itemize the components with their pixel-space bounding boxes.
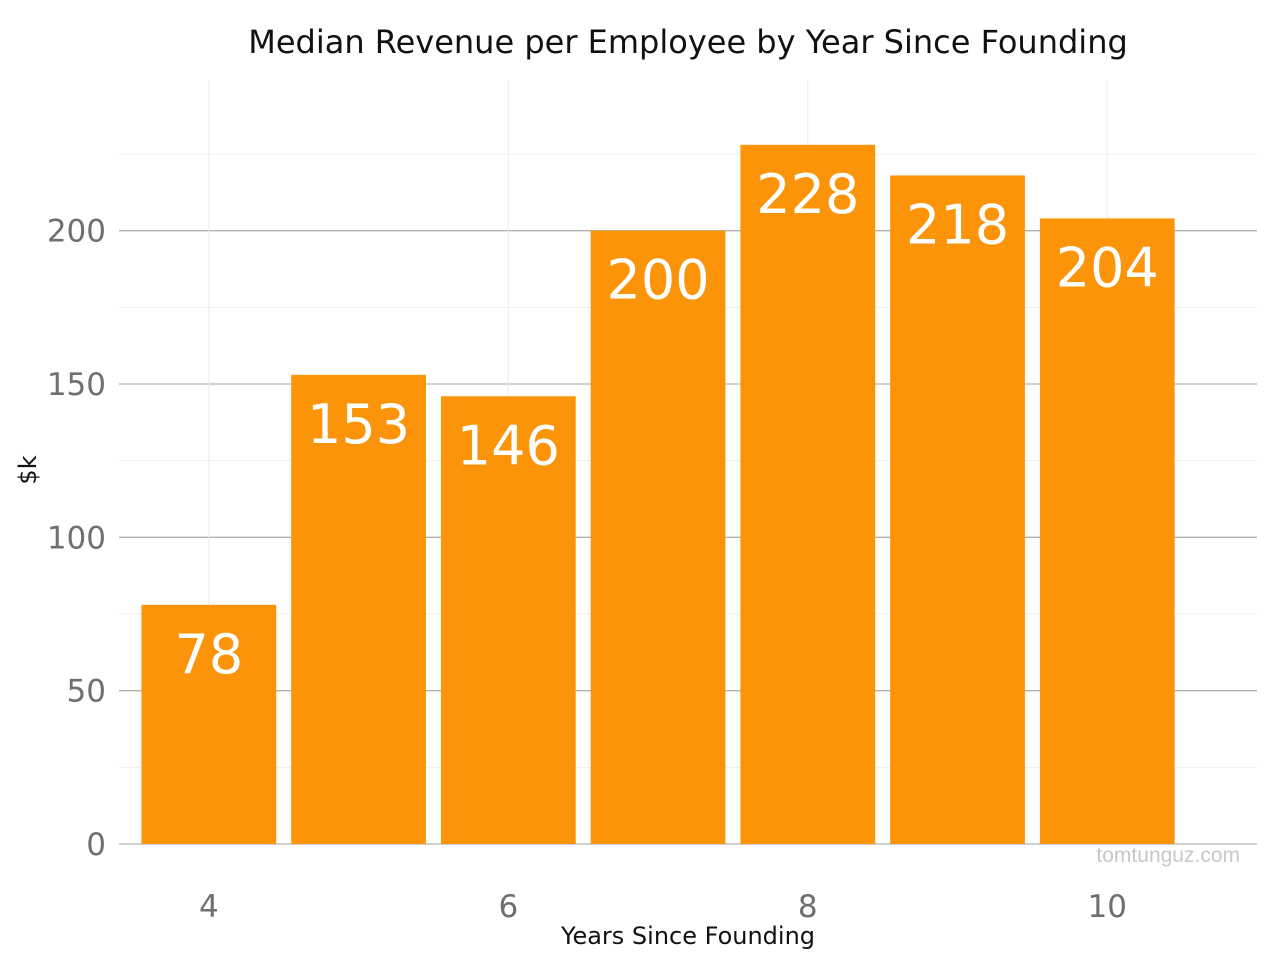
data-labels: 78 153 146 200 228 218 204 (174, 163, 1158, 686)
chart-title: Median Revenue per Employee by Year Sinc… (248, 23, 1128, 61)
y-tick-label: 0 (86, 827, 106, 863)
data-label: 218 (906, 193, 1009, 256)
x-tick-label: 8 (798, 889, 818, 925)
bar (291, 374, 426, 844)
bars (141, 144, 1175, 845)
data-label: 153 (307, 393, 410, 456)
data-label: 200 (607, 249, 710, 312)
tick-labels: 0 50 100 150 200 4 6 8 10 (47, 214, 1127, 925)
data-label: 146 (457, 414, 560, 477)
y-tick-label: 200 (47, 214, 106, 250)
x-tick-label: 6 (498, 889, 518, 925)
x-tick-label: 10 (1088, 889, 1127, 925)
y-tick-label: 100 (47, 520, 106, 556)
y-tick-label: 150 (47, 367, 106, 403)
data-label: 78 (174, 623, 243, 686)
bar (890, 175, 1025, 844)
y-tick-label: 50 (67, 674, 106, 710)
bar (440, 396, 576, 844)
bar (740, 144, 876, 845)
x-axis-title: Years Since Founding (560, 922, 815, 950)
data-label: 228 (756, 163, 859, 226)
y-axis-title: $k (14, 455, 42, 484)
bar (1039, 218, 1175, 844)
bar (590, 230, 726, 844)
x-tick-label: 4 (199, 889, 219, 925)
watermark-text: tomtunguz.com (1096, 844, 1240, 867)
data-label: 204 (1056, 236, 1159, 299)
bar (141, 604, 277, 844)
